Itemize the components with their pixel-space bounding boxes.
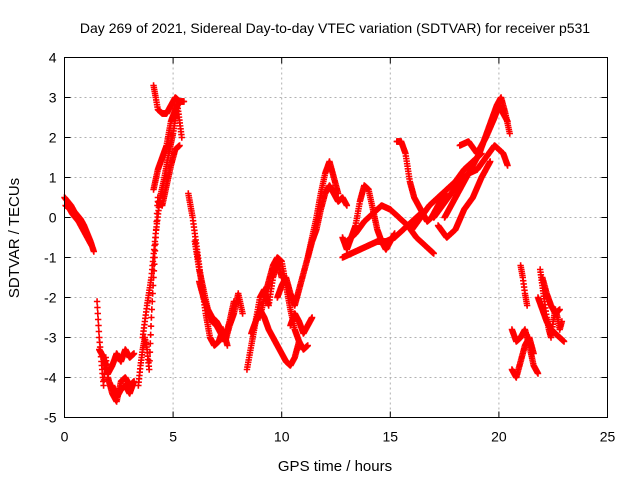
x-tick-label: 25 [600, 429, 616, 445]
data-point [304, 342, 311, 349]
series-track-f4 [287, 310, 316, 337]
y-tick-label: -5 [44, 410, 57, 426]
series-track-d [139, 102, 185, 341]
series-track-e3 [195, 278, 246, 345]
data-point [308, 314, 316, 321]
data-point [224, 342, 231, 349]
series-track-b2 [96, 346, 138, 377]
x-axis-title: GPS time / hours [278, 458, 392, 475]
data-point [95, 328, 103, 335]
data-point [146, 348, 154, 356]
data-point [239, 310, 246, 317]
data-point [148, 314, 155, 321]
data-point [90, 248, 98, 255]
data-point [94, 310, 102, 317]
x-tick-label: 10 [274, 429, 290, 445]
data-point [149, 298, 156, 305]
data-marks [61, 82, 568, 405]
chart-title: Day 269 of 2021, Sidereal Day-to-day VTE… [80, 20, 590, 36]
data-point [147, 322, 155, 330]
series-track-d4 [154, 142, 183, 209]
series-track-d3 [150, 82, 183, 117]
series-track-g [274, 158, 342, 309]
data-point [176, 98, 183, 105]
y-tick-label: 4 [49, 50, 57, 66]
data-point [94, 304, 101, 311]
y-tick-label: -2 [44, 290, 57, 306]
x-tick-label: 0 [61, 429, 69, 445]
x-tick-label: 15 [383, 429, 399, 445]
data-point [130, 350, 138, 357]
data-point [88, 242, 95, 249]
x-tick-label: 20 [491, 429, 507, 445]
series-track-a2 [62, 202, 95, 249]
data-point [146, 357, 153, 365]
x-tick-label: 5 [169, 429, 177, 445]
data-point [176, 142, 183, 149]
y-tick-label: -3 [44, 330, 57, 346]
y-tick-label: 3 [49, 90, 57, 106]
y-tick-label: -4 [44, 370, 57, 386]
series-track-e [185, 190, 231, 349]
data-point [100, 382, 107, 389]
data-point [147, 331, 154, 339]
data-point [178, 134, 185, 141]
y-tick-label: 2 [49, 130, 57, 146]
y-tick-label: 1 [49, 170, 57, 186]
data-point [147, 340, 154, 347]
series-track-k3 [517, 262, 531, 309]
y-tick-label: 0 [49, 210, 57, 226]
data-point [94, 316, 102, 323]
series-track-b3 [109, 378, 138, 401]
y-axis-title: SDTVAR / TECUs [6, 178, 23, 298]
y-tick-label: -1 [44, 250, 57, 266]
data-point [93, 298, 101, 305]
data-point [146, 366, 153, 373]
data-point [95, 322, 102, 329]
